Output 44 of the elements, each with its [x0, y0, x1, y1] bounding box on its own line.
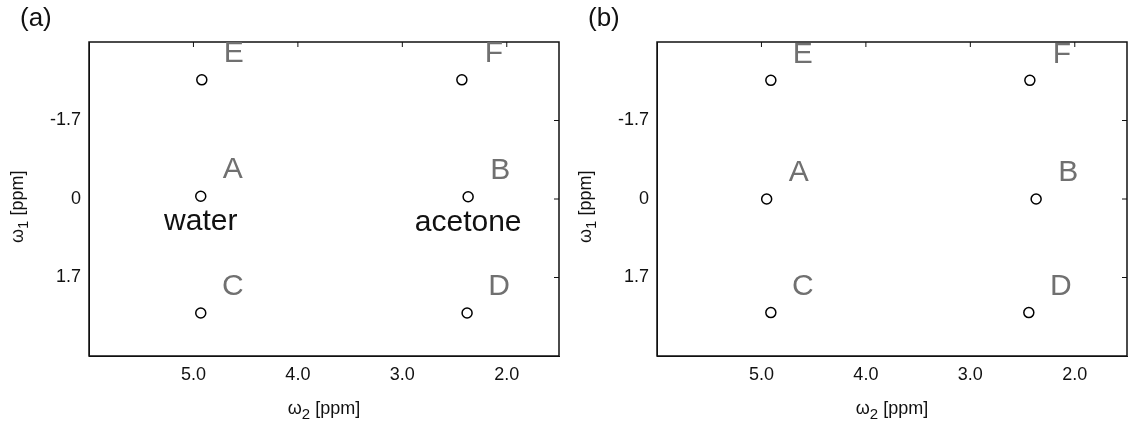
- point: [462, 190, 474, 203]
- x-tick-label: 2.0: [1062, 363, 1088, 384]
- x-tick-label: 4.0: [853, 363, 879, 384]
- annotation: C: [221, 268, 244, 302]
- x-tick-label: 5.0: [180, 363, 206, 384]
- annotation: acetone: [414, 203, 522, 237]
- point: [461, 307, 473, 319]
- annotation: A: [222, 151, 243, 185]
- annotation: E: [223, 35, 244, 69]
- point: [195, 307, 207, 319]
- x-tick-label: 5.0: [748, 363, 774, 384]
- point: [196, 74, 208, 86]
- annotation: F: [1052, 35, 1072, 69]
- annotation: A: [788, 154, 809, 188]
- x-axis-title: ω$_{2}$ [ppm]: [854, 398, 930, 422]
- point: [1030, 193, 1042, 205]
- x-tick-label: 4.0: [285, 363, 311, 384]
- point: [760, 193, 773, 205]
- point: [195, 190, 207, 202]
- annotation: B: [490, 151, 511, 185]
- annotation: D: [488, 268, 510, 302]
- y-tick-label: -1.7: [617, 109, 649, 130]
- annotation: C: [792, 267, 814, 301]
- y-tick-label: -1.7: [49, 109, 81, 130]
- annotation: E: [792, 35, 813, 69]
- annotation: B: [1058, 154, 1079, 188]
- annotation: F: [484, 35, 504, 69]
- point: [765, 306, 777, 319]
- y-tick-label: 1.7: [55, 266, 81, 287]
- y-tick-label: 0: [70, 187, 81, 208]
- x-tick-label: 2.0: [494, 363, 520, 384]
- x-tick-label: 3.0: [389, 363, 415, 384]
- chart-title: (a): [20, 2, 52, 33]
- point: [456, 74, 468, 86]
- y-tick-label: 1.7: [623, 266, 649, 287]
- annotation: water: [163, 203, 238, 237]
- point: [1023, 306, 1035, 319]
- x-tick-label: 3.0: [957, 363, 983, 384]
- chart-title: (b): [588, 2, 620, 33]
- point: [765, 74, 777, 87]
- annotation: D: [1049, 267, 1072, 301]
- y-tick-label: 0: [638, 187, 649, 208]
- point: [1024, 74, 1036, 87]
- x-axis-title: ω$_{2}$ [ppm]: [286, 398, 362, 422]
